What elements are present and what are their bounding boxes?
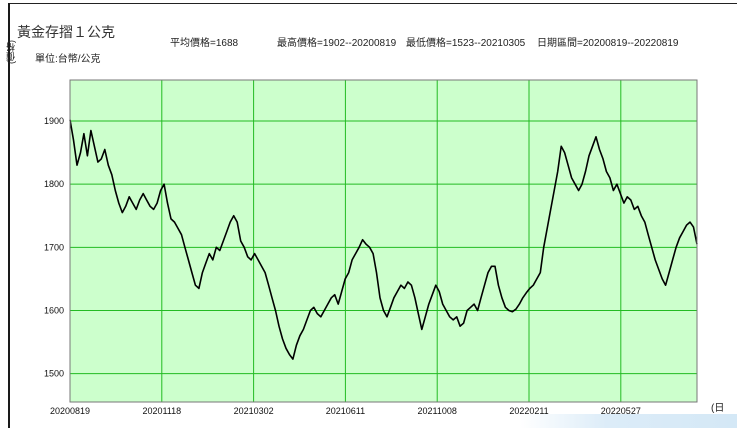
y-tick-labels: 1500 1600 1700 1800 1900 xyxy=(44,116,64,379)
lowest-price: 最低價格=1523--20210305 xyxy=(406,38,526,49)
x-tick-label: 20201118 xyxy=(142,406,181,416)
date-range: 日期區間=20200819--20220819 xyxy=(537,38,679,49)
unit-label: 單位:台幣/公克 xyxy=(35,54,101,65)
price-series-line xyxy=(69,119,698,360)
x-tick-label: 20210302 xyxy=(234,406,274,416)
x-tick-label: 20200819 xyxy=(50,406,90,416)
x-tick-label: 20211008 xyxy=(418,406,457,416)
highest-price: 最高價格=1902--20200819 xyxy=(277,38,397,49)
x-tick-label: 20210611 xyxy=(326,406,365,416)
y-tick-label: 1900 xyxy=(44,116,64,126)
frame-top-border xyxy=(8,3,737,4)
y-tick-label: 1600 xyxy=(44,305,64,315)
plot-area xyxy=(70,80,697,402)
frame-left-border xyxy=(8,3,10,428)
x-tick-label: 20220527 xyxy=(601,406,641,416)
average-price: 平均價格=1688 xyxy=(170,38,239,49)
x-tick-label: 20220211 xyxy=(509,406,548,416)
y-tick-label: 1800 xyxy=(44,179,64,189)
y-tick-label: 1700 xyxy=(44,242,64,252)
chart-title: 黃金存摺１公克 xyxy=(17,26,115,41)
x-tick-labels: 20200819 20201118 20210302 20210611 20211008… xyxy=(50,406,641,416)
grid-lines xyxy=(70,80,697,402)
y-tick-label: 1500 xyxy=(44,369,64,379)
plot-border xyxy=(69,79,698,403)
decorative-gradient xyxy=(520,414,737,428)
